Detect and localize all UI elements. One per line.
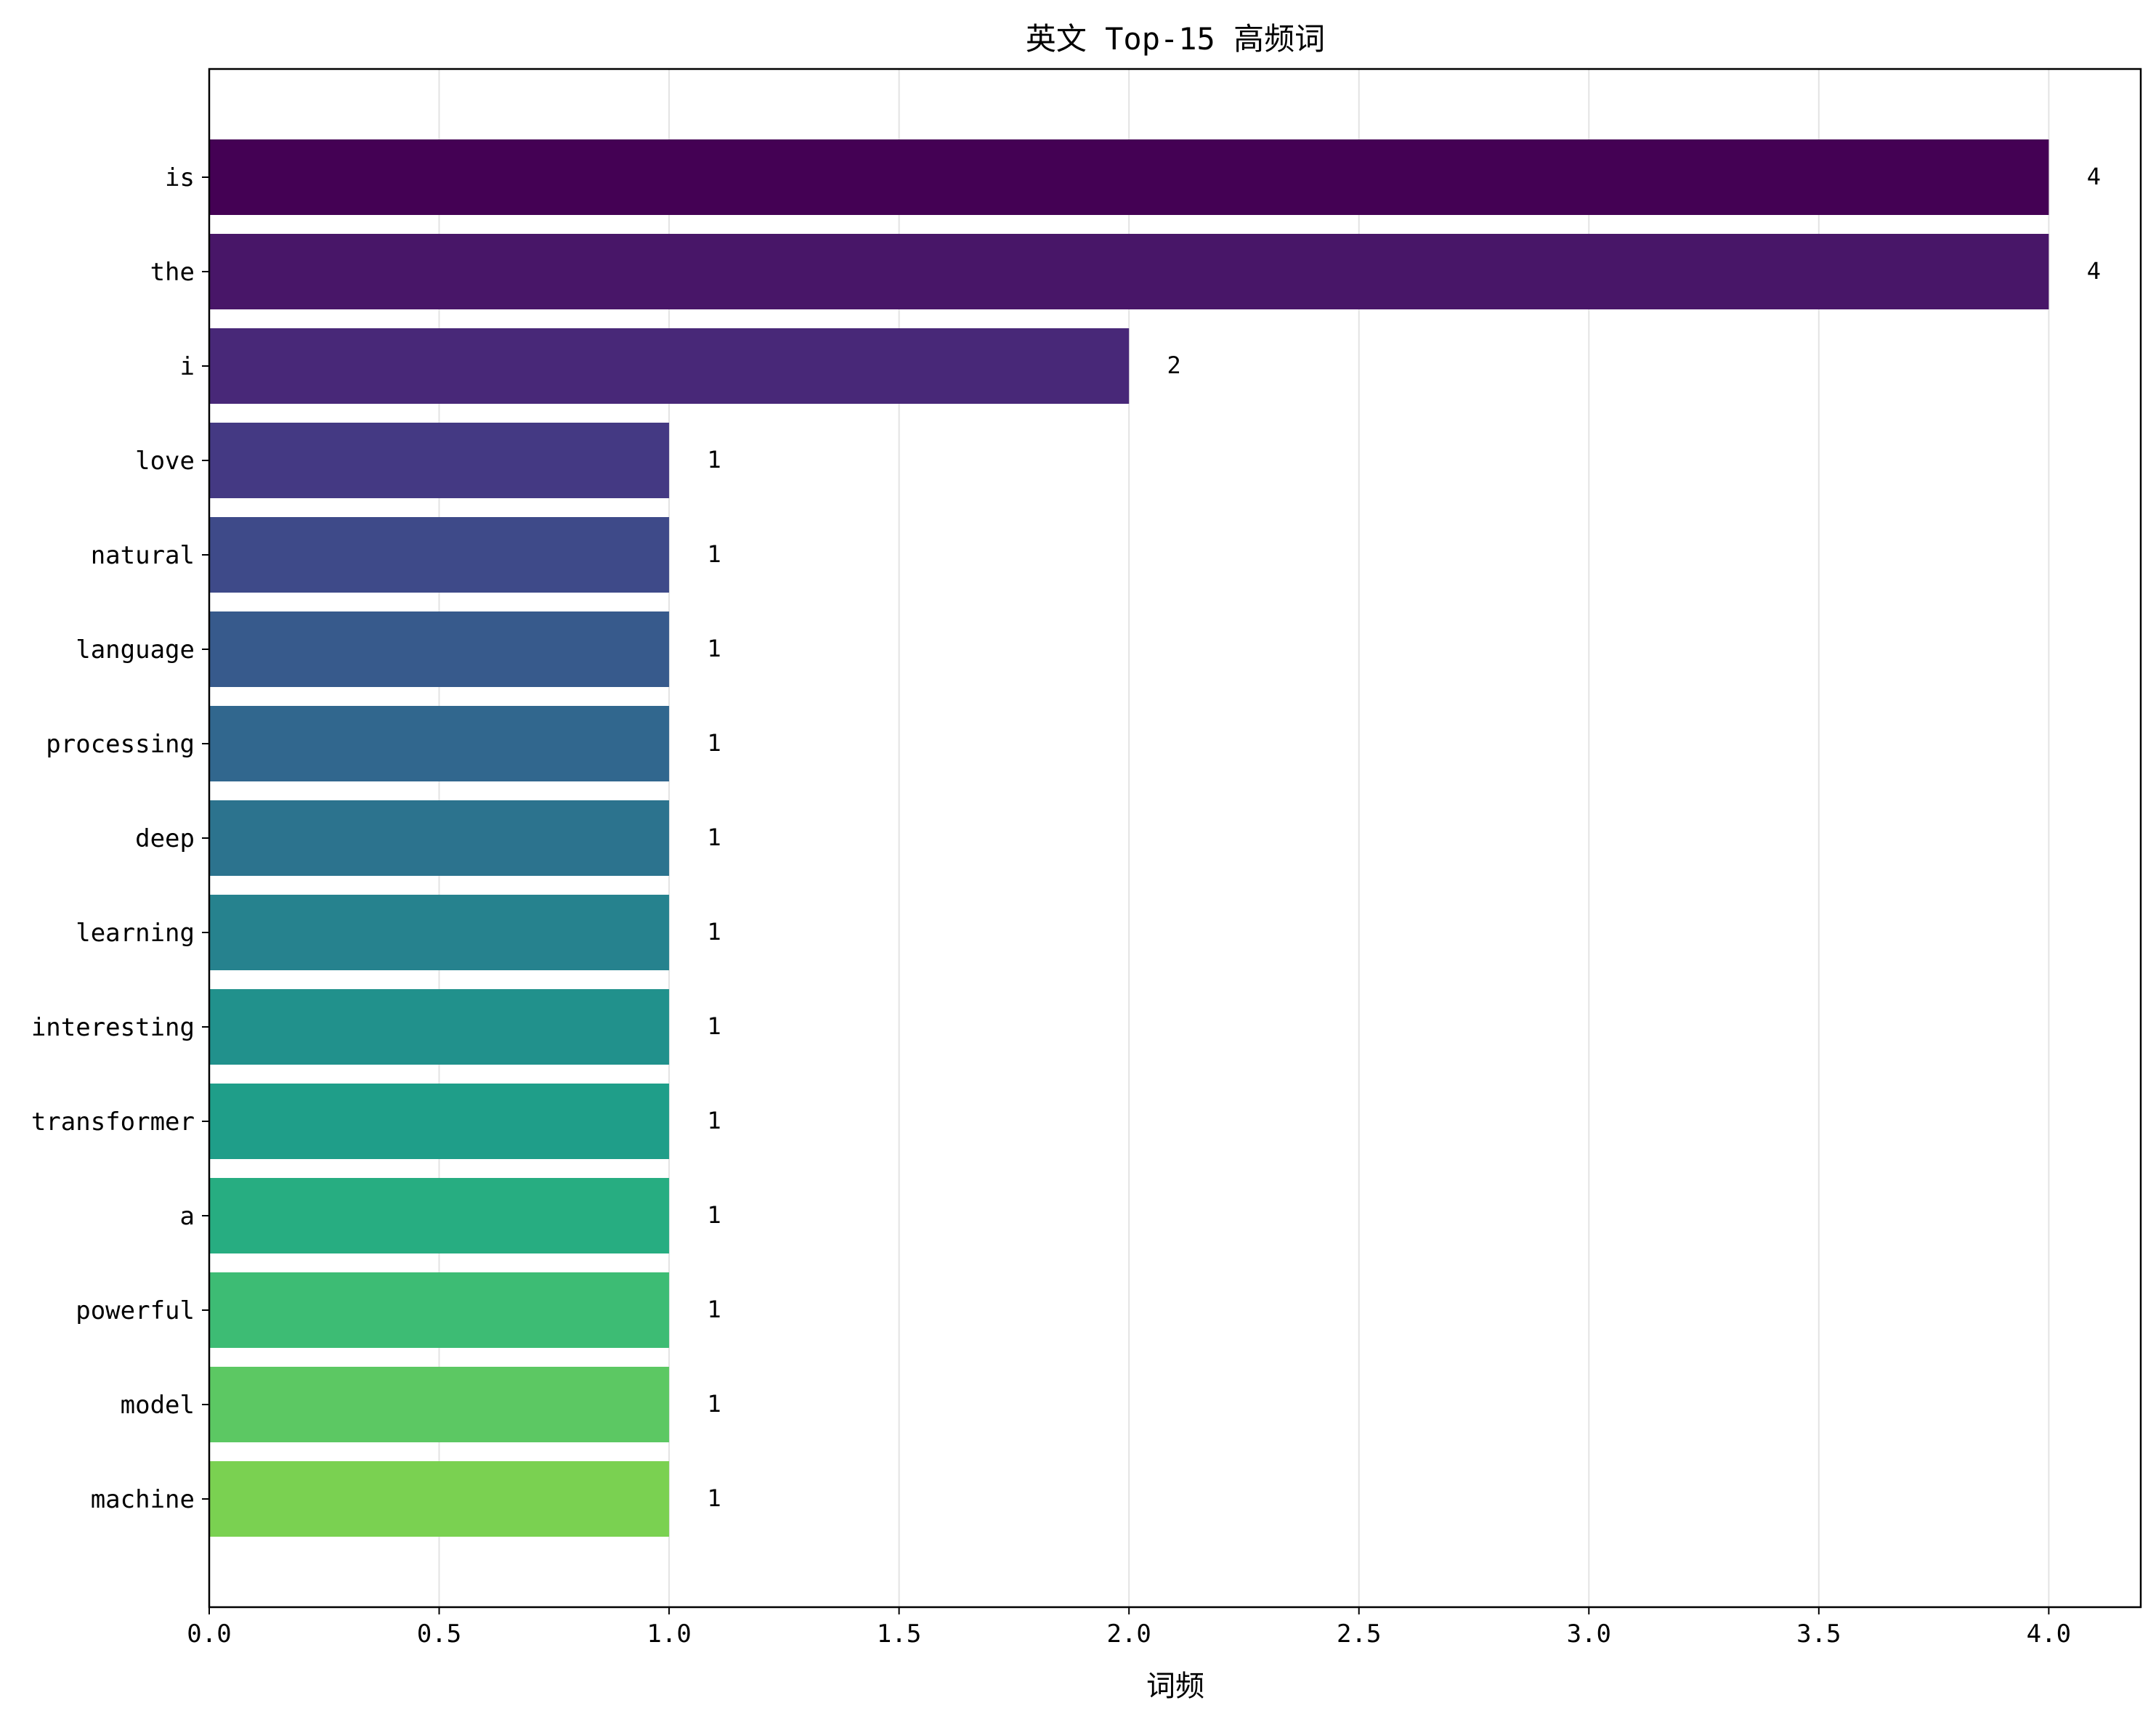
data-label: 1 [707, 540, 721, 568]
data-label: 4 [2087, 257, 2101, 285]
data-label: 1 [707, 1201, 721, 1229]
data-label: 4 [2087, 163, 2101, 190]
x-tick-label: 0.0 [187, 1620, 231, 1649]
bar [209, 800, 670, 876]
data-label: 1 [707, 729, 721, 757]
y-tick-label: is [165, 163, 195, 192]
y-tick-label: deep [135, 824, 195, 853]
bar [209, 611, 670, 687]
axes: is the i love natural language processing deep l… [31, 68, 2142, 1649]
bar [209, 423, 670, 498]
bar [209, 1461, 670, 1537]
data-label: 1 [707, 918, 721, 946]
bars [209, 139, 2049, 1537]
bar [209, 1084, 670, 1159]
data-label: 2 [1167, 351, 1181, 379]
y-tick-label: powerful [76, 1296, 195, 1325]
y-tick-label: language [76, 635, 195, 665]
bar [209, 517, 670, 593]
data-label: 1 [707, 1012, 721, 1040]
data-labels: 4 4 2 1 1 1 1 1 1 1 1 1 1 1 1 [707, 163, 2101, 1512]
x-tick-label: 3.0 [1567, 1620, 1611, 1649]
bar [209, 1178, 670, 1253]
y-tick-label: processing [46, 730, 195, 759]
bar [209, 706, 670, 781]
data-label: 1 [707, 1296, 721, 1323]
data-label: 1 [707, 1390, 721, 1418]
y-tick-label: i [180, 352, 195, 381]
chart-title: 英文 Top-15 高频词 [1026, 21, 1325, 57]
y-tick-label: machine [91, 1485, 195, 1514]
x-tick-label: 2.0 [1106, 1620, 1151, 1649]
x-tick-label: 4.0 [2027, 1620, 2071, 1649]
x-tick-label: 1.5 [877, 1620, 921, 1649]
y-tick-label: the [150, 258, 195, 287]
y-tick-label: natural [91, 541, 195, 570]
x-tick-label: 0.5 [417, 1620, 461, 1649]
bar [209, 1367, 670, 1442]
plot-frame [208, 68, 2142, 1609]
bar [209, 989, 670, 1065]
data-label: 1 [707, 1484, 721, 1512]
data-label: 1 [707, 1107, 721, 1134]
data-label: 1 [707, 446, 721, 474]
y-tick-label: learning [76, 919, 195, 948]
y-tick-label: love [135, 447, 195, 476]
data-label: 1 [707, 824, 721, 851]
bar [209, 139, 2049, 215]
y-tick-label: interesting [31, 1013, 195, 1042]
x-axis-title: 词频 [1146, 1670, 1204, 1703]
bar [209, 328, 1130, 404]
x-tick-label: 3.5 [1796, 1620, 1841, 1649]
bar [209, 1272, 670, 1348]
y-tick-label: model [121, 1391, 195, 1420]
x-tick-label: 2.5 [1337, 1620, 1381, 1649]
y-tick-label: a [180, 1202, 195, 1231]
y-tick-label: transformer [31, 1108, 195, 1137]
data-label: 1 [707, 635, 721, 662]
bar [209, 895, 670, 970]
bar [209, 234, 2049, 309]
x-tick-label: 1.0 [647, 1620, 691, 1649]
